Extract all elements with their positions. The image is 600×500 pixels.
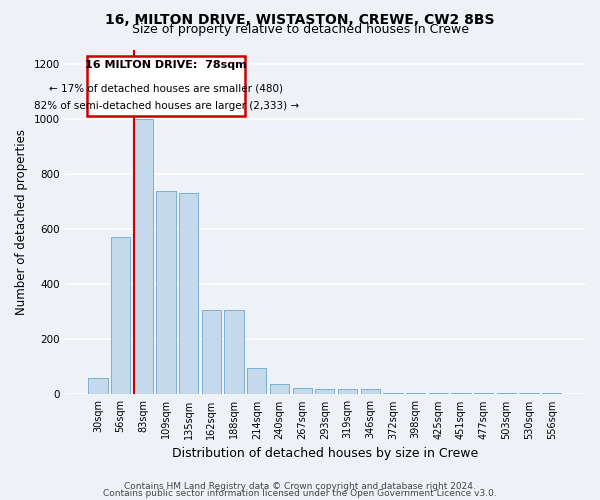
Bar xyxy=(497,393,516,394)
Bar xyxy=(134,119,153,394)
Bar xyxy=(406,393,425,394)
Bar xyxy=(202,310,221,394)
Text: Size of property relative to detached houses in Crewe: Size of property relative to detached ho… xyxy=(131,22,469,36)
Text: ← 17% of detached houses are smaller (480): ← 17% of detached houses are smaller (48… xyxy=(49,83,283,93)
Bar xyxy=(157,190,176,394)
X-axis label: Distribution of detached houses by size in Crewe: Distribution of detached houses by size … xyxy=(172,447,478,460)
Text: Contains public sector information licensed under the Open Government Licence v3: Contains public sector information licen… xyxy=(103,489,497,498)
Bar xyxy=(293,388,312,394)
Text: 16 MILTON DRIVE:  78sqm: 16 MILTON DRIVE: 78sqm xyxy=(85,60,247,70)
Bar xyxy=(247,368,266,394)
Bar xyxy=(451,393,470,394)
Text: Contains HM Land Registry data © Crown copyright and database right 2024.: Contains HM Land Registry data © Crown c… xyxy=(124,482,476,491)
Text: 82% of semi-detached houses are larger (2,333) →: 82% of semi-detached houses are larger (… xyxy=(34,101,299,111)
FancyBboxPatch shape xyxy=(87,56,245,116)
Bar xyxy=(520,393,539,394)
Bar xyxy=(179,194,199,394)
Bar xyxy=(542,393,562,394)
Bar xyxy=(111,238,130,394)
Bar xyxy=(88,378,107,394)
Bar xyxy=(270,384,289,394)
Bar xyxy=(338,390,357,394)
Y-axis label: Number of detached properties: Number of detached properties xyxy=(15,129,28,315)
Bar xyxy=(383,393,403,394)
Bar xyxy=(361,390,380,394)
Bar xyxy=(474,393,493,394)
Bar xyxy=(428,393,448,394)
Bar xyxy=(224,310,244,394)
Bar xyxy=(315,390,334,394)
Text: 16, MILTON DRIVE, WISTASTON, CREWE, CW2 8BS: 16, MILTON DRIVE, WISTASTON, CREWE, CW2 … xyxy=(105,12,495,26)
